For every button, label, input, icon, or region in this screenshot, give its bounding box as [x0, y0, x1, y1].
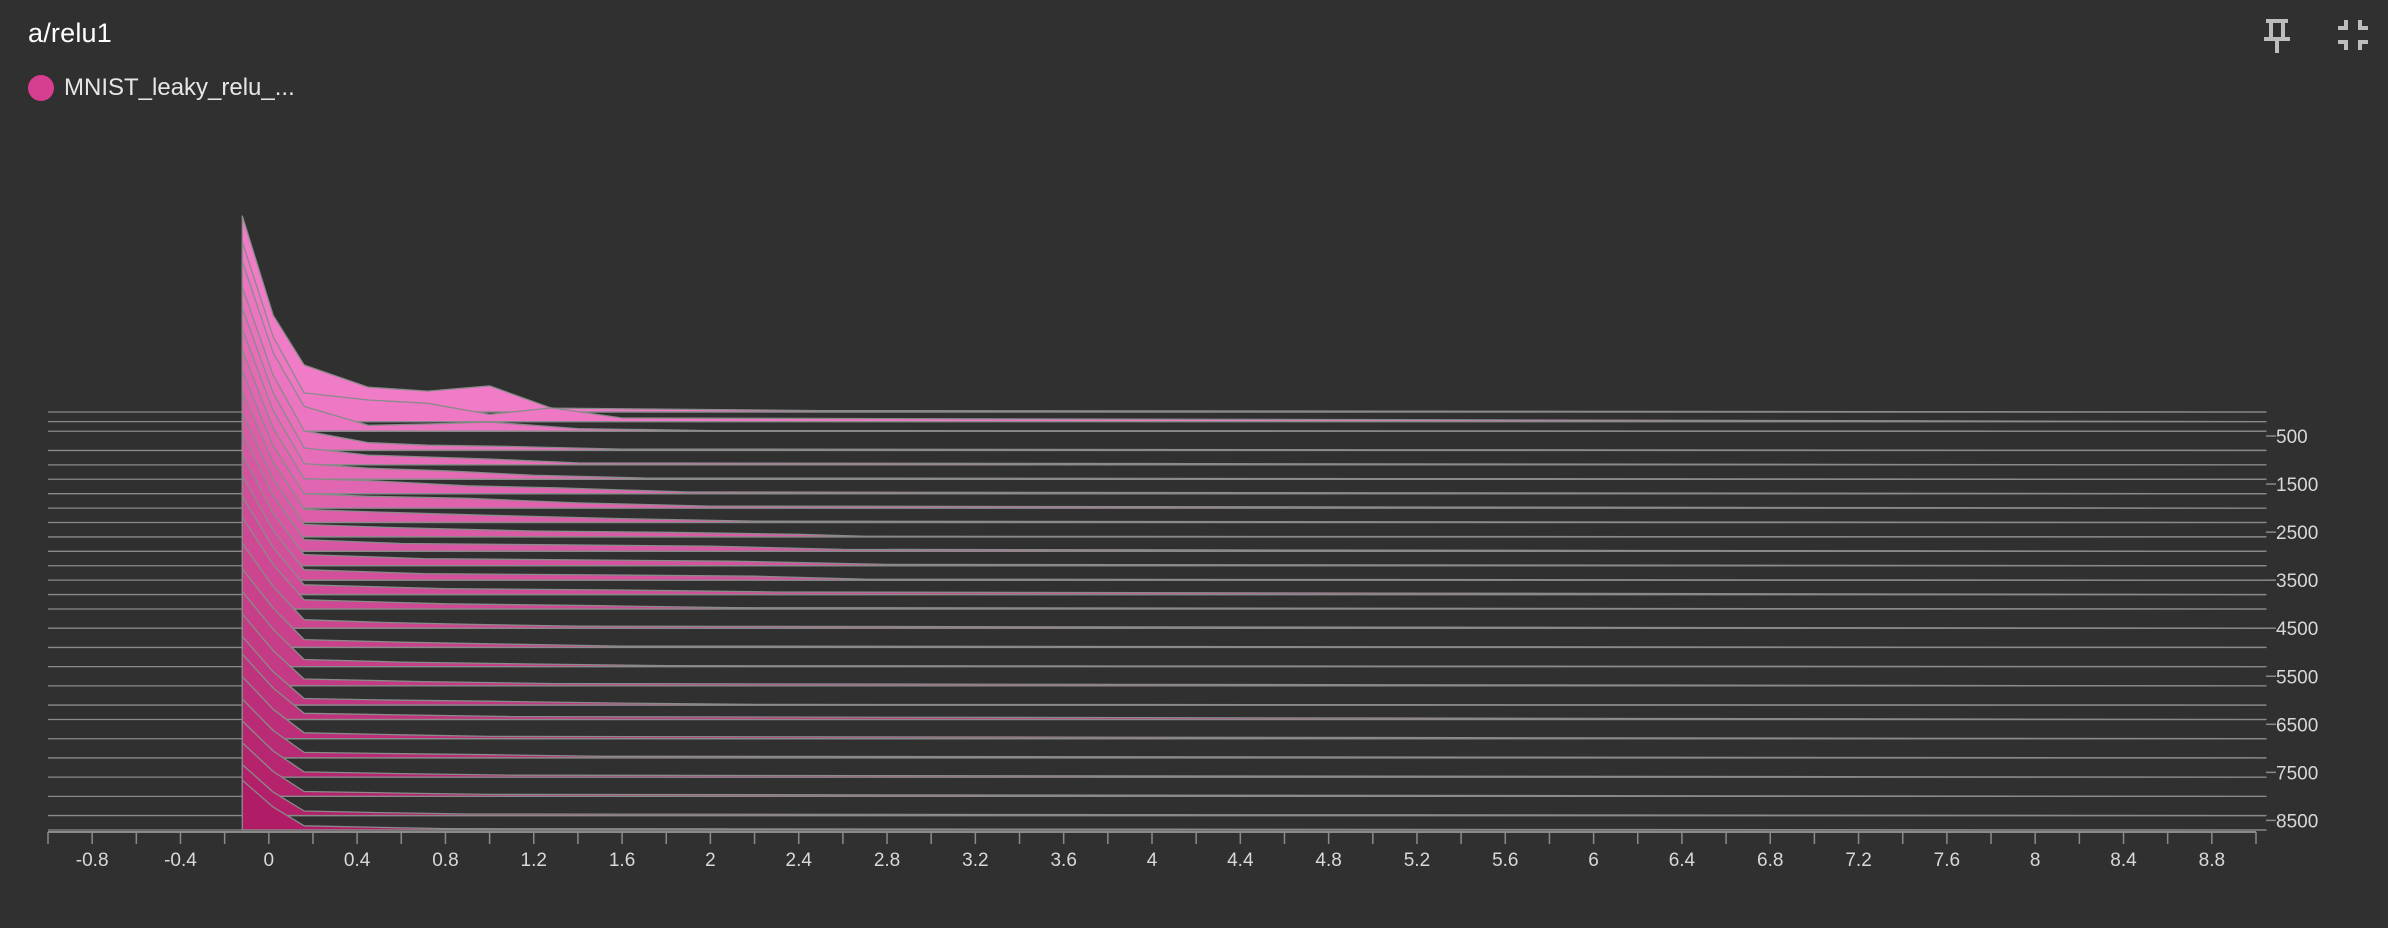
x-tick-label: -0.4	[164, 850, 197, 871]
x-tick-label: 6.8	[1757, 850, 1783, 871]
x-tick-label: 8.4	[2110, 850, 2137, 871]
x-tick-label: 4.4	[1227, 850, 1254, 871]
x-tick-label: 2.8	[874, 850, 900, 871]
x-tick-label: 1.2	[521, 850, 547, 871]
pin-icon	[2264, 19, 2290, 53]
step-tick-label: 3500	[2276, 571, 2318, 592]
step-tick-label: 5500	[2276, 667, 2318, 688]
legend: MNIST_leaky_relu_...	[28, 74, 295, 102]
x-tick-label: 0	[264, 850, 275, 871]
x-tick-label: 3.2	[962, 850, 988, 871]
histogram-ridge-step-0	[241, 215, 2267, 413]
x-tick-label: 4.8	[1315, 850, 1341, 871]
step-axis: 500 1500 2500 3500 4500 5500 6500 7500 8500	[2266, 427, 2318, 832]
x-tick-label: 8.8	[2199, 850, 2225, 871]
histogram-ridge-step-8400	[241, 763, 2267, 817]
step-tick-label: 2500	[2276, 523, 2318, 544]
histogram-ridge-step-7200	[241, 698, 2267, 759]
card-title: a/relu1	[28, 18, 112, 48]
x-tick-label: 5.2	[1404, 850, 1430, 871]
x-tick-label: 1.6	[609, 850, 635, 871]
x-tick-label: 5.6	[1492, 850, 1518, 871]
histogram-ridge-step-1100	[241, 307, 2267, 466]
exit-fullscreen-button[interactable]	[2330, 12, 2376, 58]
card-toolbar	[2254, 12, 2376, 58]
histogram-ridge-step-5700	[241, 613, 2267, 687]
histogram-ridge-step-5300	[241, 590, 2267, 668]
histogram-ridge-step-4500	[241, 542, 2267, 629]
pin-button[interactable]	[2254, 12, 2300, 58]
x-tick-label: -0.8	[76, 850, 109, 871]
legend-color-dot	[28, 75, 54, 101]
step-tick-label: 4500	[2276, 619, 2318, 640]
histogram-ridge-step-200	[241, 241, 2267, 423]
histogram-ridge-step-7600	[241, 720, 2267, 778]
x-tick-label: 4	[1147, 850, 1158, 871]
x-tick-label: 6	[1588, 850, 1599, 871]
legend-run-label[interactable]: MNIST_leaky_relu_...	[64, 74, 295, 101]
x-axis: -0.8 -0.4 0 0.4 0.8 1.2 1.6 2 2.4 2.8 3.2 3.6 4 4.4 4.…	[47, 831, 2257, 871]
x-tick-label: 2	[705, 850, 716, 871]
x-tick-label: 3.6	[1050, 850, 1076, 871]
x-tick-label: 6.4	[1669, 850, 1696, 871]
step-tick-label: 6500	[2276, 715, 2318, 736]
x-tick-label: 2.4	[786, 850, 813, 871]
x-tick-label: 8	[2030, 850, 2041, 871]
x-tick-label: 0.8	[432, 850, 458, 871]
step-tick-label: 7500	[2276, 763, 2318, 784]
x-tick-label: 0.4	[344, 850, 371, 871]
x-tick-label: 7.6	[1934, 850, 1960, 871]
step-tick-label: 500	[2276, 427, 2308, 448]
step-tick-label: 8500	[2276, 811, 2318, 832]
histogram-ridges	[48, 215, 2267, 831]
histogram-ridge-step-8000	[241, 742, 2267, 798]
histogram-ridge-step-8700	[241, 779, 2267, 831]
x-tick-label: 7.2	[1845, 850, 1871, 871]
step-tick-label: 1500	[2276, 475, 2318, 496]
histogram-ridge-step-1400	[241, 328, 2267, 480]
fullscreen-exit-icon	[2338, 20, 2368, 50]
